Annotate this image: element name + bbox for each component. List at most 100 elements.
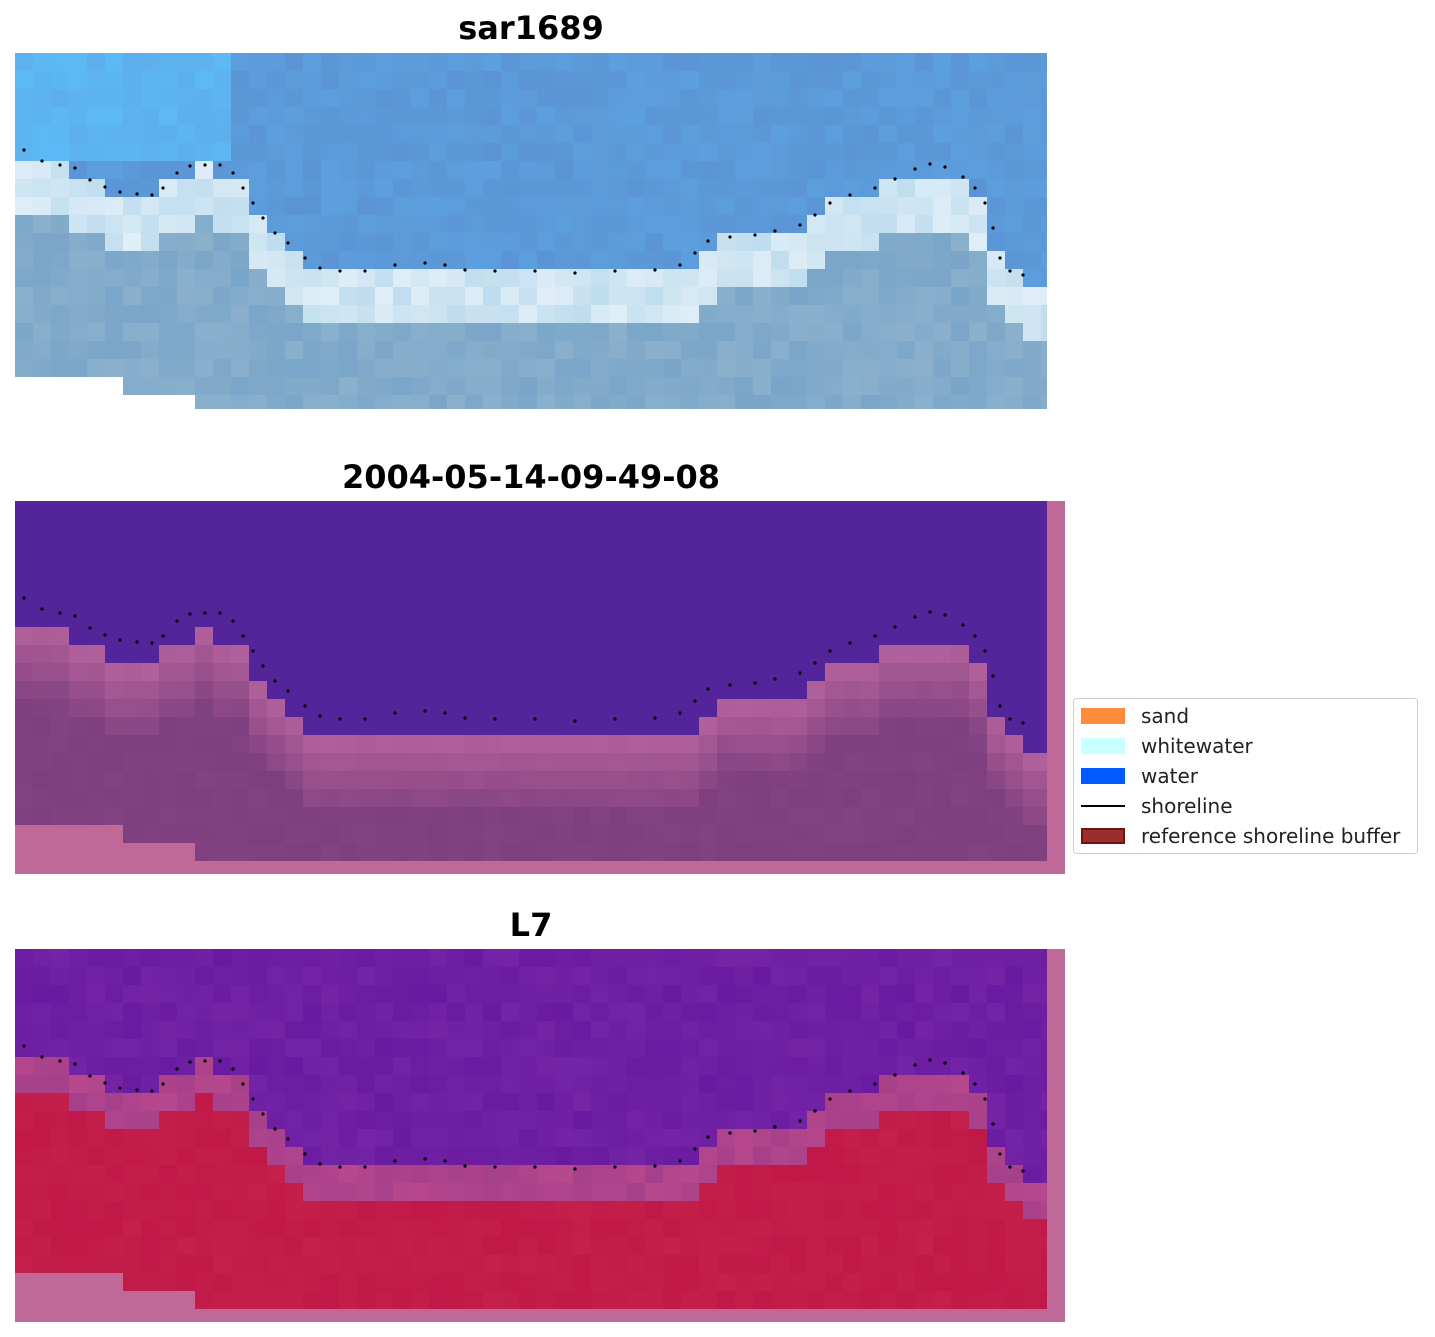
class-pixel	[393, 753, 411, 771]
class-pixel	[249, 609, 267, 627]
prob-pixel	[519, 1129, 537, 1147]
prob-pixel	[609, 1075, 627, 1093]
class-pixel	[753, 663, 771, 681]
legend-label: water	[1141, 764, 1198, 788]
image-pixel	[447, 197, 465, 215]
image-pixel	[231, 287, 249, 305]
class-pixel	[321, 537, 339, 555]
prob-pixel	[789, 1003, 807, 1021]
image-pixel	[645, 125, 663, 143]
class-pixel	[573, 681, 591, 699]
class-pixel	[51, 699, 69, 717]
class-pixel	[879, 663, 897, 681]
image-pixel	[411, 341, 429, 359]
prob-pixel	[951, 985, 969, 1003]
class-pixel	[645, 609, 663, 627]
image-pixel	[1023, 89, 1041, 107]
class-pixel	[33, 591, 51, 609]
image-pixel	[393, 179, 411, 197]
prob-pixel	[483, 1039, 501, 1057]
image-pixel	[321, 179, 339, 197]
class-pixel	[717, 627, 735, 645]
class-pixel	[699, 789, 717, 807]
class-pixel	[789, 699, 807, 717]
image-pixel	[303, 161, 321, 179]
image-pixel	[213, 269, 231, 287]
class-pixel	[1023, 771, 1041, 789]
nodata-pixel	[177, 1291, 195, 1309]
class-pixel	[1041, 789, 1047, 807]
class-pixel	[1023, 609, 1041, 627]
prob-pixel	[987, 1201, 1005, 1219]
reference-buffer-swatch	[1081, 828, 1125, 844]
image-pixel	[879, 215, 897, 233]
image-pixel	[627, 341, 645, 359]
prob-pixel	[375, 1039, 393, 1057]
prob-pixel	[753, 949, 771, 967]
shoreline-point	[22, 148, 26, 152]
image-pixel	[573, 215, 591, 233]
class-pixel	[753, 627, 771, 645]
prob-pixel	[537, 1201, 555, 1219]
prob-pixel	[321, 985, 339, 1003]
image-pixel	[771, 269, 789, 287]
class-pixel	[717, 609, 735, 627]
shoreline-point	[813, 1109, 817, 1113]
image-pixel	[627, 359, 645, 377]
prob-pixel	[951, 1147, 969, 1165]
prob-pixel	[159, 1237, 177, 1255]
image-pixel	[807, 143, 825, 161]
prob-pixel	[717, 1039, 735, 1057]
prob-pixel	[249, 1003, 267, 1021]
prob-pixel	[357, 1273, 375, 1291]
class-pixel	[411, 807, 429, 825]
image-pixel	[987, 179, 1005, 197]
shoreline-point	[251, 649, 255, 653]
image-pixel	[915, 251, 933, 269]
prob-pixel	[753, 1255, 771, 1273]
prob-pixel	[663, 1183, 681, 1201]
class-pixel	[159, 537, 177, 555]
image-pixel	[843, 305, 861, 323]
class-pixel	[447, 645, 465, 663]
prob-pixel	[465, 967, 483, 985]
prob-pixel	[303, 1237, 321, 1255]
class-pixel	[141, 771, 159, 789]
class-pixel	[375, 753, 393, 771]
class-pixel	[933, 843, 951, 861]
prob-pixel	[213, 1201, 231, 1219]
class-pixel	[807, 699, 825, 717]
image-pixel	[753, 341, 771, 359]
class-pixel	[483, 807, 501, 825]
class-pixel	[825, 555, 843, 573]
prob-pixel	[501, 1183, 519, 1201]
class-pixel	[123, 663, 141, 681]
image-pixel	[699, 377, 717, 395]
class-pixel	[429, 537, 447, 555]
class-pixel	[141, 753, 159, 771]
class-pixel	[627, 807, 645, 825]
class-pixel	[735, 807, 753, 825]
prob-pixel	[177, 1147, 195, 1165]
class-pixel	[771, 645, 789, 663]
class-pixel	[969, 807, 987, 825]
class-pixel	[537, 591, 555, 609]
prob-pixel	[825, 967, 843, 985]
class-pixel	[69, 681, 87, 699]
prob-pixel	[861, 1255, 879, 1273]
shoreline-point	[175, 171, 179, 175]
prob-pixel	[231, 1237, 249, 1255]
image-pixel	[663, 53, 681, 71]
prob-pixel	[447, 1003, 465, 1021]
image-pixel	[609, 143, 627, 161]
class-pixel	[591, 663, 609, 681]
image-pixel	[249, 341, 267, 359]
class-pixel	[15, 573, 33, 591]
prob-pixel	[663, 1111, 681, 1129]
prob-pixel	[213, 1129, 231, 1147]
class-pixel	[771, 807, 789, 825]
class-pixel	[69, 519, 87, 537]
class-pixel	[987, 663, 1005, 681]
prob-pixel	[969, 1003, 987, 1021]
image-pixel	[573, 53, 591, 71]
